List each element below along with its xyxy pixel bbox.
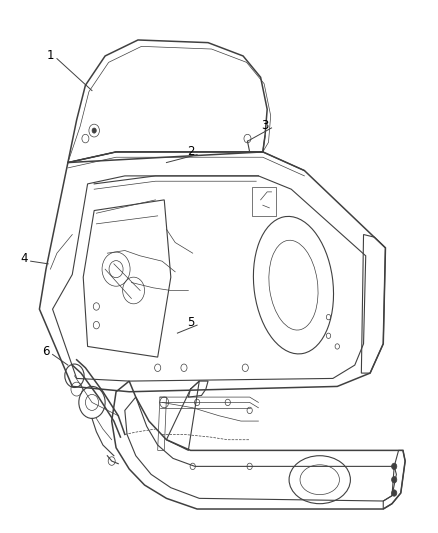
Text: 2: 2 [187,146,194,158]
Text: 6: 6 [42,345,50,358]
Text: 5: 5 [187,316,194,329]
Circle shape [92,128,96,133]
Text: 4: 4 [20,252,28,265]
Text: 3: 3 [261,119,268,132]
Circle shape [392,490,397,496]
Circle shape [392,477,397,483]
Circle shape [392,463,397,470]
Text: 1: 1 [46,50,54,62]
Bar [252,187,276,216]
